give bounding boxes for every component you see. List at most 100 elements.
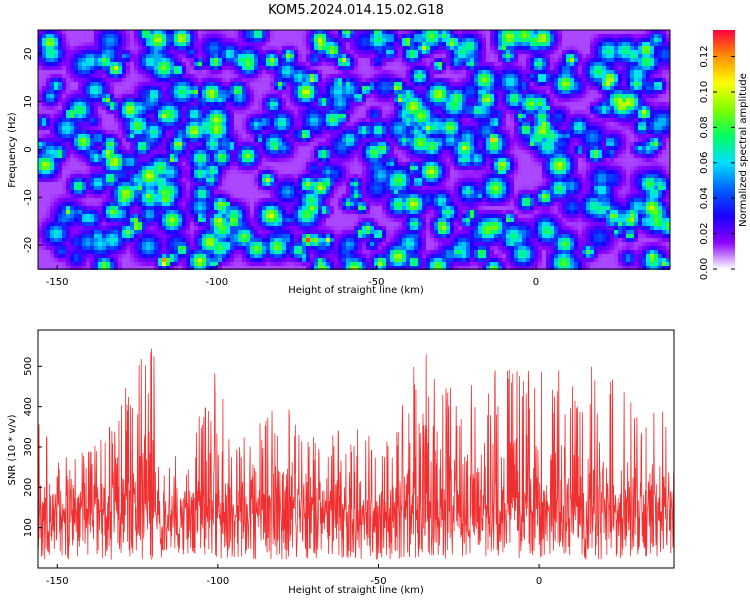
heatmap-cell: [270, 138, 274, 142]
heatmap-cell: [102, 46, 106, 50]
heatmap-cell: [366, 114, 370, 118]
heatmap-cell: [558, 102, 562, 106]
heatmap-cell: [410, 130, 414, 134]
heatmap-cell: [82, 142, 86, 146]
heatmap-cell: [426, 30, 430, 34]
heatmap-cell: [310, 102, 314, 106]
heatmap-cell: [282, 78, 286, 82]
heatmap-cell: [290, 110, 294, 114]
heatmap-cell: [266, 150, 270, 154]
heatmap-cell: [294, 38, 298, 42]
heatmap-cell: [582, 86, 586, 90]
heatmap-cell: [414, 142, 418, 146]
heatmap-cell: [158, 54, 162, 58]
heatmap-cell: [602, 78, 606, 82]
heatmap-cell: [70, 50, 74, 54]
heatmap-cell: [350, 62, 354, 66]
heatmap-cell: [142, 110, 146, 114]
heatmap-cell: [294, 62, 298, 66]
heatmap-cell: [274, 58, 278, 62]
heatmap-cell: [142, 150, 146, 154]
heatmap-cell: [250, 94, 254, 98]
heatmap-cell: [510, 54, 514, 58]
heatmap-cell: [598, 130, 602, 134]
heatmap-cell: [462, 62, 466, 66]
heatmap-cell: [518, 130, 522, 134]
heatmap-cell: [274, 30, 278, 34]
heatmap-cell: [518, 34, 522, 38]
heatmap-cell: [554, 138, 558, 142]
heatmap-cell: [418, 130, 422, 134]
heatmap-cell: [422, 78, 426, 82]
heatmap-cell: [154, 146, 158, 150]
heatmap-cell: [90, 102, 94, 106]
heatmap-cell: [562, 146, 566, 150]
heatmap-cell: [238, 102, 242, 106]
heatmap-cell: [98, 146, 102, 150]
heatmap-cell: [466, 38, 470, 42]
heatmap-cell: [338, 74, 342, 78]
heatmap-cell: [310, 58, 314, 62]
heatmap-cell: [502, 106, 506, 110]
heatmap-cell: [494, 94, 498, 98]
heatmap-cell: [290, 118, 294, 122]
heatmap-cell: [150, 50, 154, 54]
heatmap-cell: [254, 130, 258, 134]
heatmap-cell: [458, 62, 462, 66]
heatmap-cell: [650, 62, 654, 66]
heatmap-cell: [434, 58, 438, 62]
heatmap-cell: [458, 110, 462, 114]
heatmap-cell: [522, 34, 526, 38]
heatmap-cell: [106, 78, 110, 82]
heatmap-cell: [630, 142, 634, 146]
heatmap-cell: [622, 106, 626, 110]
heatmap-cell: [258, 34, 262, 38]
heatmap-cell: [214, 134, 218, 138]
heatmap-cell: [606, 114, 610, 118]
heatmap-cell: [418, 74, 422, 78]
heatmap-cell: [150, 118, 154, 122]
heatmap-cell: [354, 146, 358, 150]
heatmap-cell: [350, 98, 354, 102]
heatmap-cell: [270, 58, 274, 62]
heatmap-cell: [150, 90, 154, 94]
heatmap-cell: [142, 134, 146, 138]
heatmap-cell: [342, 42, 346, 46]
heatmap-cell: [550, 142, 554, 146]
heatmap-cell: [582, 102, 586, 106]
heatmap-cell: [190, 62, 194, 66]
heatmap-cell: [510, 78, 514, 82]
heatmap-cell: [434, 106, 438, 110]
heatmap-cell: [598, 98, 602, 102]
heatmap-cell: [242, 46, 246, 50]
heatmap-cell: [650, 78, 654, 82]
heatmap-cell: [470, 142, 474, 146]
heatmap-cell: [634, 142, 638, 146]
heatmap-cell: [386, 130, 390, 134]
heatmap-cell: [190, 126, 194, 130]
heatmap-cell: [278, 134, 282, 138]
heatmap-cell: [122, 86, 126, 90]
heatmap-cell: [290, 102, 294, 106]
heatmap-cell: [194, 118, 198, 122]
heatmap-cell: [74, 82, 78, 86]
heatmap-cell: [482, 138, 486, 142]
heatmap-cell: [138, 134, 142, 138]
heatmap-cell: [134, 62, 138, 66]
heatmap-cell: [126, 126, 130, 130]
heatmap-cell: [446, 106, 450, 110]
heatmap-cell: [510, 150, 514, 154]
heatmap-cell: [234, 62, 238, 66]
heatmap-cell: [598, 122, 602, 126]
heatmap-cell: [594, 86, 598, 90]
heatmap-cell: [166, 154, 170, 158]
heatmap-cell: [590, 70, 594, 74]
heatmap-cell: [570, 98, 574, 102]
heatmap-cell: [386, 106, 390, 110]
heatmap-cell: [618, 102, 622, 106]
heatmap-cell: [278, 110, 282, 114]
heatmap-cell: [182, 94, 186, 98]
heatmap-cell: [102, 130, 106, 134]
heatmap-cell: [142, 50, 146, 54]
heatmap-cell: [234, 94, 238, 98]
